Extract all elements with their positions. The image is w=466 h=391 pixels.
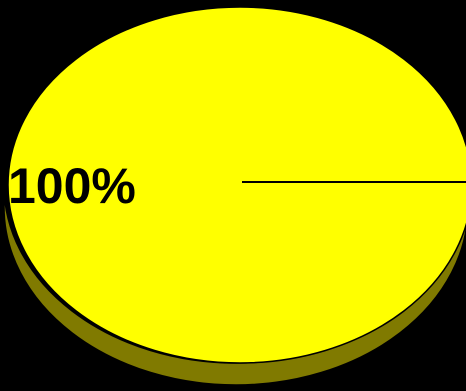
data-label: 100% bbox=[8, 158, 136, 214]
pie-slice-top bbox=[7, 6, 466, 364]
pie-slice-side bbox=[3, 184, 466, 386]
